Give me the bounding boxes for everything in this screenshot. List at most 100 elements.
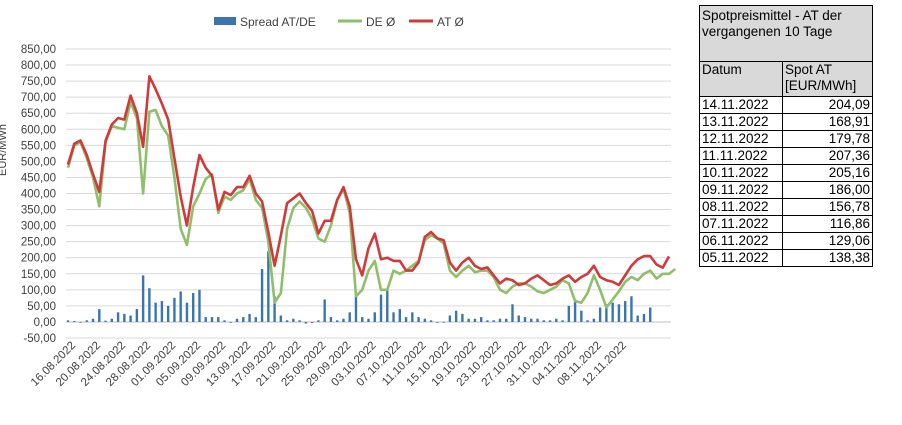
table-row: 12.11.2022 179,78 [699, 130, 873, 148]
y-tick-label: 700,00 [21, 92, 56, 104]
y-tick-label: 250,00 [21, 237, 56, 249]
table-row: 09.11.2022 186,00 [699, 181, 873, 199]
row-price: 205,16 [782, 164, 873, 182]
y-tick-label: 500,00 [21, 156, 56, 168]
gridlines [66, 48, 671, 339]
spot-price-table: Spotpreismittel - AT der vergangenen 10 … [699, 5, 873, 267]
column-header-price: Spot AT [EUR/MWh] [782, 61, 873, 97]
spread-bar [473, 318, 477, 322]
spread-bar [636, 315, 639, 322]
spread-bar [492, 320, 495, 322]
y-tick-label: 150,00 [21, 269, 56, 281]
y-tick-label: 100,00 [21, 285, 56, 297]
legend-label-de: DE Ø [366, 15, 395, 29]
y-tick-label: 800,00 [21, 60, 56, 72]
price-chart: -50,00 0,00 50,00 100,00 150,00 200,00 250,00 3… [0, 15, 677, 389]
spread-bar [298, 320, 301, 322]
y-tick-label: 300,00 [21, 221, 56, 233]
spread-bar [379, 294, 383, 322]
spread-bar [486, 320, 489, 322]
spread-bars [66, 251, 652, 324]
spread-bar [404, 317, 408, 322]
x-axis-ticks: 16.08.202220.08.202224.08.202228.08.2022… [29, 340, 629, 389]
spread-bar [204, 317, 207, 322]
spread-bar [129, 315, 132, 322]
spread-bar [210, 317, 214, 322]
table-row: 05.11.2022 138,38 [699, 249, 873, 267]
spread-bar [304, 321, 308, 324]
y-tick-label: 400,00 [21, 189, 56, 201]
spread-bar [373, 312, 376, 322]
row-date: 06.11.2022 [699, 232, 783, 250]
row-date: 12.11.2022 [699, 130, 783, 148]
spread-bar [248, 313, 251, 322]
y-tick-label: 550,00 [21, 140, 56, 152]
column-header-date: Datum [699, 61, 783, 97]
spread-bar [398, 309, 402, 322]
spread-bar [166, 305, 170, 322]
spread-bar [586, 320, 589, 322]
spread-bar [179, 291, 182, 322]
spread-bar [279, 315, 283, 322]
row-date: 05.11.2022 [699, 249, 783, 267]
spread-bar [423, 318, 427, 322]
spread-bar [98, 309, 101, 322]
spread-bar [417, 317, 420, 322]
row-price: 186,00 [782, 181, 873, 199]
spread-bar [511, 304, 514, 322]
spread-bar [235, 318, 239, 322]
spread-bar [555, 318, 558, 322]
spread-bar [467, 318, 470, 322]
spread-bar [517, 315, 520, 322]
y-tick-label: 350,00 [21, 205, 56, 217]
row-price: 129,06 [782, 232, 873, 250]
y-tick-label: 50,00 [27, 301, 56, 313]
legend: Spread AT/DE DE Ø AT Ø [214, 15, 464, 29]
spread-bar [292, 318, 295, 322]
table-row: 13.11.2022 168,91 [699, 113, 873, 131]
table-row: 11.11.2022 207,36 [699, 147, 873, 165]
spread-bar [285, 320, 289, 322]
row-price: 207,36 [782, 147, 873, 165]
spread-bar [66, 320, 70, 322]
row-price: 204,09 [782, 96, 873, 114]
spread-bar [505, 318, 508, 322]
table-row: 14.11.2022 204,09 [699, 96, 873, 114]
spread-bar [611, 302, 614, 322]
spread-bar [386, 289, 389, 322]
spread-bar [310, 321, 314, 323]
spread-bar [354, 296, 358, 322]
spread-bar [242, 317, 245, 322]
y-tick-label: 0,00 [34, 317, 56, 329]
spread-bar [267, 251, 270, 322]
row-date: 10.11.2022 [699, 164, 783, 182]
y-tick-label: 600,00 [21, 124, 56, 136]
spread-bar [217, 317, 220, 322]
spread-bar [116, 312, 120, 322]
y-tick-label: -50,00 [23, 333, 56, 345]
spread-bar [123, 313, 126, 322]
spread-bar [348, 312, 351, 322]
spread-bar [73, 320, 76, 322]
table-row: 06.11.2022 129,06 [699, 232, 873, 250]
spread-bar [642, 313, 646, 322]
spread-bar [429, 320, 433, 322]
spread-bar [454, 310, 458, 322]
spread-bar [623, 301, 627, 322]
spread-bar [104, 320, 107, 322]
spread-bar [154, 302, 157, 322]
y-axis-title: EUR/MWh [0, 124, 9, 176]
spread-bar [135, 309, 139, 322]
table-row: 08.11.2022 156,78 [699, 198, 873, 216]
spread-bar [479, 317, 483, 322]
y-tick-label: 200,00 [21, 253, 56, 265]
spread-bar [411, 312, 414, 322]
spread-bar [173, 297, 176, 322]
spread-bar [530, 318, 533, 322]
spread-bar [185, 302, 189, 322]
spread-bar [548, 320, 552, 322]
table-row: 10.11.2022 205,16 [699, 164, 873, 182]
spread-bar [461, 313, 464, 322]
row-date: 09.11.2022 [699, 181, 783, 199]
spread-bar [91, 318, 95, 322]
